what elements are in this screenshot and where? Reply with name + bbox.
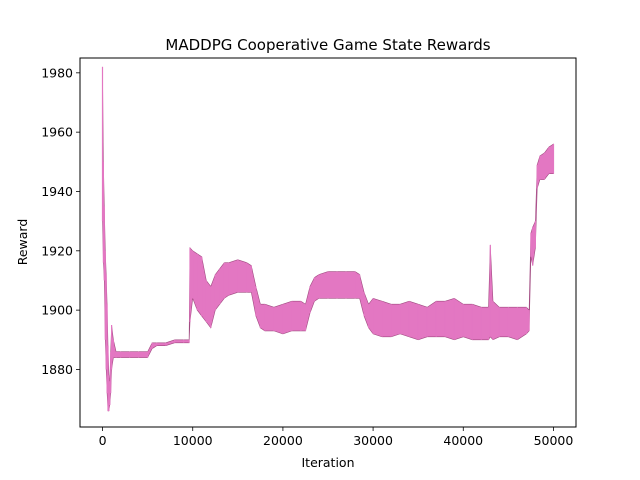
y-tick-label: 1900 xyxy=(41,303,73,318)
x-tick-label: 0 xyxy=(99,433,107,448)
y-axis: 1880 1900 1920 1940 1960 1980 xyxy=(41,65,80,377)
x-tick-label: 50000 xyxy=(534,433,574,448)
y-tick-label: 1960 xyxy=(41,125,73,140)
y-tick-label: 1980 xyxy=(41,65,73,80)
y-axis-label: Reward xyxy=(15,219,30,266)
y-tick-label: 1940 xyxy=(41,184,73,199)
plot-area xyxy=(101,66,555,412)
chart-title: MADDPG Cooperative Game State Rewards xyxy=(165,36,490,54)
y-tick-label: 1920 xyxy=(41,243,73,258)
x-tick-label: 30000 xyxy=(353,433,393,448)
plot-frame xyxy=(79,57,577,428)
x-tick-label: 10000 xyxy=(173,433,213,448)
x-tick-label: 20000 xyxy=(263,433,303,448)
x-axis-label: Iteration xyxy=(301,455,354,470)
x-tick-label: 40000 xyxy=(443,433,483,448)
x-axis: 0 10000 20000 30000 40000 50000 xyxy=(99,427,574,448)
y-tick-label: 1880 xyxy=(41,362,73,377)
